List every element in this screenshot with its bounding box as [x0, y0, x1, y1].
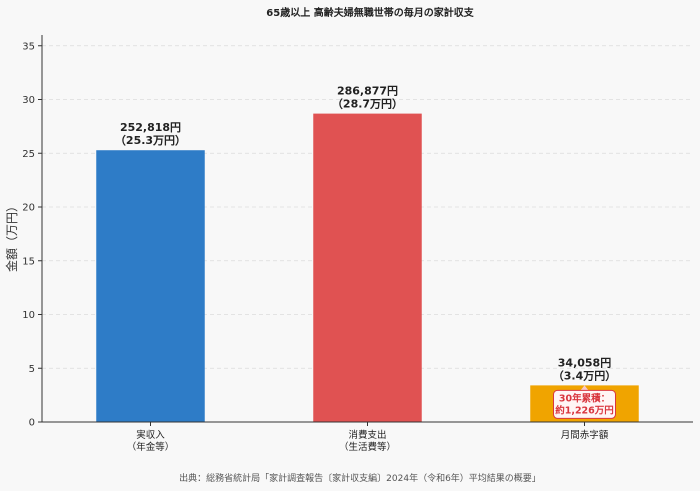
y-tick-label: 15	[22, 256, 35, 267]
bar	[313, 113, 422, 422]
bar	[96, 150, 205, 423]
callout-pointer	[580, 385, 589, 391]
y-tick-label: 25	[22, 149, 35, 160]
y-tick-label: 0	[29, 418, 35, 429]
y-tick-label: 30	[22, 95, 35, 106]
x-tick-label: 実収入（年金等）	[127, 429, 175, 453]
data-label: 286,877円（28.7万円）	[332, 85, 403, 111]
labels: 0 5 10 15 20 25 30 35 実収入（年金等） 252,818円（25.3万円） 消費…	[22, 41, 616, 453]
data-label: 252,818円（25.3万円）	[115, 121, 186, 147]
y-tick-label: 20	[22, 203, 35, 214]
y-tick-label: 10	[22, 310, 35, 321]
y-tick-label: 35	[22, 41, 35, 52]
bars	[96, 113, 639, 423]
data-label: 34,058円（3.4万円）	[553, 356, 617, 382]
y-tick-label: 5	[29, 364, 35, 375]
source-note: 出典：総務省統計局「家計調査報告〔家計収支編〕2024年（令和6年）平均結果の概…	[179, 472, 541, 484]
x-tick-label: 消費支出（生活費等）	[339, 429, 396, 453]
callout-text: 30年累積：約1,226万円	[555, 392, 614, 416]
x-tick-label: 月間赤字額	[561, 429, 609, 441]
callout-box	[553, 389, 616, 419]
y-axis-label: 金額（万円）	[4, 200, 19, 272]
axes	[38, 35, 693, 426]
chart-title: 65歳以上 高齢夫婦無職世帯の毎月の家計収支	[266, 6, 474, 19]
